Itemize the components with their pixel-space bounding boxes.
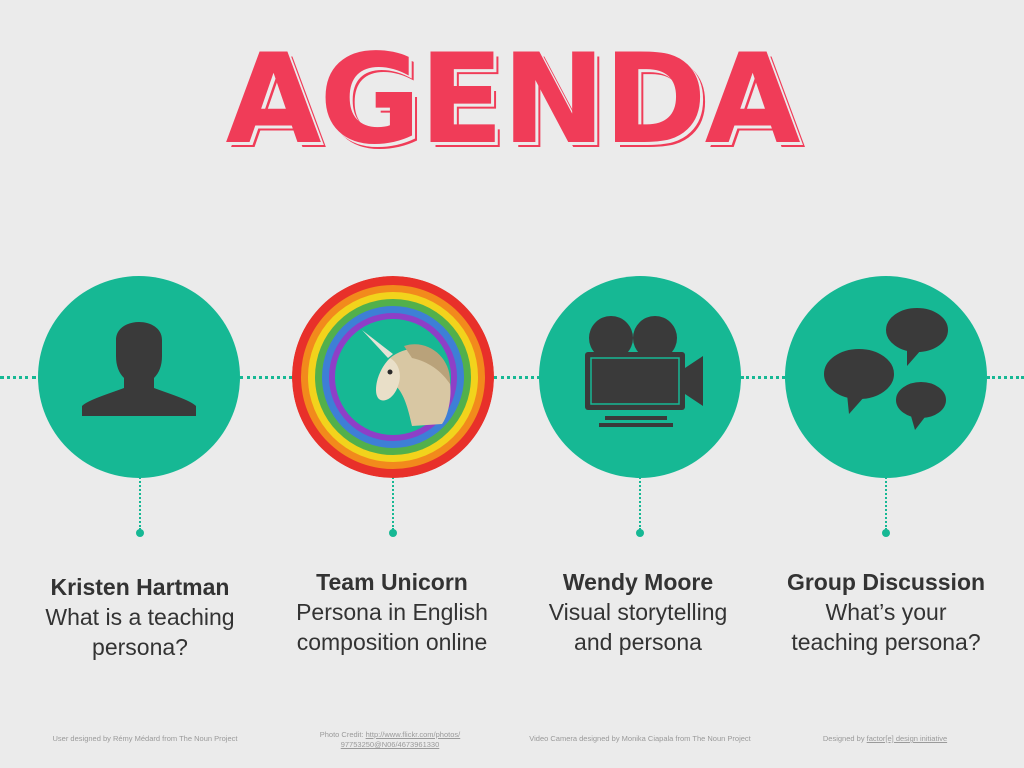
credit-design: Designed by factor[e] design initiative <box>822 734 948 743</box>
photo-credit-link[interactable]: 97753250@N06/4673961330 <box>340 740 440 749</box>
connector-line <box>885 470 887 530</box>
credit-video-icon: Video Camera designed by Monika Ciapala … <box>529 734 751 743</box>
agenda-item-team-unicorn: Team Unicorn Persona in English composit… <box>267 567 517 657</box>
timeline-segment <box>741 376 785 379</box>
unicorn-image <box>292 276 494 478</box>
agenda-item-group-discussion: Group Discussion What’s your teaching pe… <box>761 567 1011 657</box>
agenda-item-kristen-hartman: Kristen Hartman What is a teaching perso… <box>15 572 265 662</box>
credit-photo: Photo Credit: http://www.flickr.com/phot… <box>319 730 461 749</box>
agenda-circle-camera <box>539 276 741 478</box>
connector-dot <box>389 529 397 537</box>
presenter-name: Kristen Hartman <box>50 574 230 600</box>
speech-bubbles-icon <box>822 306 950 430</box>
page-title: AGENDA <box>225 28 800 172</box>
timeline-segment <box>494 376 540 379</box>
agenda-circle-discussion <box>785 276 987 478</box>
credit-user-icon: User designed by Rémy Médard from The No… <box>52 734 238 743</box>
topic-line: teaching persona? <box>791 629 981 655</box>
presenter-name: Wendy Moore <box>562 569 714 595</box>
topic-line: composition online <box>296 629 488 655</box>
connector-line <box>139 470 141 530</box>
connector-line <box>639 470 641 530</box>
connector-dot <box>636 529 644 537</box>
agenda-circle-user <box>38 276 240 478</box>
topic-line: and persona <box>574 629 702 655</box>
agenda-item-wendy-moore: Wendy Moore Visual storytelling and pers… <box>513 567 763 657</box>
topic-line: persona? <box>92 634 188 660</box>
design-credit-link[interactable]: factor[e] design initiative <box>866 734 948 743</box>
presenter-name: Group Discussion <box>786 569 986 595</box>
timeline-segment <box>0 376 36 379</box>
topic-line: Persona in English <box>296 599 488 625</box>
video-camera-icon <box>585 316 703 427</box>
agenda-circle-unicorn <box>292 276 494 478</box>
connector-dot <box>882 529 890 537</box>
topic-line: What is a teaching <box>45 604 235 630</box>
timeline-segment <box>240 376 292 379</box>
topic-line: Visual storytelling <box>548 599 728 625</box>
connector-dot <box>136 529 144 537</box>
photo-credit-link[interactable]: http://www.flickr.com/photos/ <box>365 730 461 739</box>
user-silhouette-icon <box>82 322 196 416</box>
connector-line <box>392 470 394 530</box>
presenter-name: Team Unicorn <box>316 569 468 595</box>
timeline-segment <box>987 376 1024 379</box>
topic-line: What’s your <box>825 599 947 625</box>
